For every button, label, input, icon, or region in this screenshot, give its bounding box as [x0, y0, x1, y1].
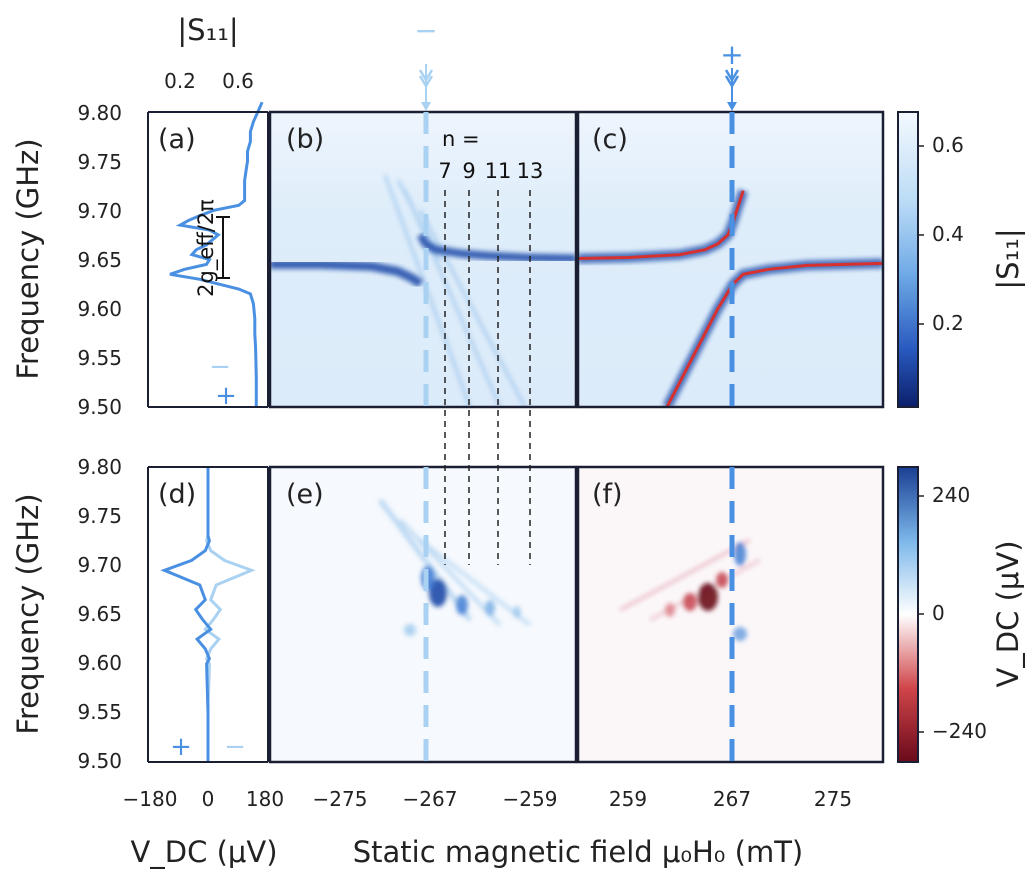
tick-label: 9.80 [77, 101, 122, 125]
marker-minus-sign: − [414, 14, 437, 47]
tick-label: −240 [932, 719, 987, 743]
tick-label: −267 [403, 787, 458, 811]
panel-a: (a) 2g_eff/2π − + [147, 101, 271, 411]
tick-label: 9.60 [77, 297, 122, 321]
panel-label-e: (e) [286, 479, 324, 510]
mode-label: 7 [438, 159, 451, 183]
tick-label: 9.60 [77, 651, 122, 675]
tick-label: 9.75 [77, 150, 122, 174]
s11-line [169, 101, 264, 407]
colorbar-vdc-label: V_DC (μV) [991, 540, 1025, 687]
tick-label: 9.70 [77, 553, 122, 577]
tick-label: 240 [932, 483, 970, 507]
s11-top-ticks: 0.2 0.6 [164, 69, 254, 93]
tick-label: 0.6 [222, 69, 254, 93]
colorbar-s11-label: |S₁₁| [991, 228, 1025, 289]
spinwave-mode-annotations: n = 7 9 11 13 [438, 127, 543, 565]
panel-b: (b) [268, 110, 578, 409]
tick-label: 180 [246, 787, 284, 811]
branch-upper-b [417, 232, 576, 263]
tick-label: 275 [814, 787, 852, 811]
tick-label: 0 [202, 787, 215, 811]
tick-label: 267 [713, 787, 751, 811]
branch-lower-b [270, 259, 424, 288]
panel-label-d: (d) [158, 479, 196, 510]
tick-label: −275 [313, 787, 368, 811]
tick-label: 9.65 [77, 602, 122, 626]
colorbar-s11: 0.6 0.4 0.2 |S₁₁| [897, 111, 1025, 408]
colorbar-vdc: 240 0 −240 V_DC (μV) [897, 466, 1025, 763]
geff-bracket [216, 216, 230, 279]
minus-marker-a: − [209, 352, 231, 382]
mode-label: 13 [517, 159, 544, 183]
heatmap-e-background [270, 467, 576, 762]
minus-marker-d: − [224, 732, 246, 762]
tick-label: 259 [609, 787, 647, 811]
tick-label: 9.50 [77, 395, 122, 419]
panel-d: (d) + − [147, 466, 271, 763]
y-axis-label-top: Frequency (GHz) [11, 138, 45, 379]
tick-label: 9.50 [77, 749, 122, 773]
tick-label: 0.6 [932, 133, 964, 157]
fit-curve-lower [665, 261, 883, 407]
panel-label-f: (f) [592, 479, 623, 510]
y-ticks-bottom: 9.80 9.75 9.70 9.65 9.60 9.55 9.50 [77, 455, 122, 773]
x-ticks-bottom: −180 0 180 −275 −267 −259 259 267 275 [123, 787, 853, 811]
x-axis-label-field: Static magnetic field μ₀H₀ (mT) [353, 835, 804, 869]
tick-label: 9.75 [77, 504, 122, 528]
panel-e: (e) [268, 465, 578, 764]
field-marker-minus: − [414, 14, 438, 762]
tick-label: 0.4 [932, 222, 964, 246]
mode-label: 9 [462, 159, 475, 183]
vdc-line-plus [160, 467, 213, 762]
tick-label: 9.55 [77, 346, 122, 370]
n-equals-label: n = [442, 127, 480, 151]
colorbar-vdc-gradient [897, 466, 919, 763]
y-axis-label-bottom: Frequency (GHz) [11, 493, 45, 734]
field-marker-plus: + [720, 38, 744, 762]
tick-label: 9.80 [77, 455, 122, 479]
tick-label: 9.55 [77, 700, 122, 724]
tick-label: 0.2 [164, 69, 196, 93]
vdc-features-e [378, 498, 532, 636]
tick-label: −259 [503, 787, 558, 811]
mode-label: 11 [485, 159, 512, 183]
vdc-line-minus [203, 467, 256, 762]
panel-label-b: (b) [286, 124, 324, 155]
vdc-features-f [619, 538, 761, 641]
s11-top-label: |S₁₁| [177, 13, 238, 47]
tick-label: 9.70 [77, 199, 122, 223]
panel-label-a: (a) [158, 124, 196, 155]
tick-label: 0.2 [932, 311, 964, 335]
plus-marker-d: + [170, 732, 192, 762]
tick-label: 9.65 [77, 248, 122, 272]
colorbar-s11-gradient [897, 111, 919, 408]
marker-plus-sign: + [720, 38, 743, 71]
y-ticks-top: 9.80 9.75 9.70 9.65 9.60 9.55 9.50 [77, 101, 122, 419]
x-axis-label-vdc: V_DC (μV) [130, 835, 277, 869]
tick-label: −180 [123, 787, 178, 811]
geff-label: 2g_eff/2π [194, 199, 219, 297]
panel-label-c: (c) [592, 124, 628, 155]
plus-marker-a: + [215, 381, 237, 411]
tick-label: 0 [932, 601, 945, 625]
